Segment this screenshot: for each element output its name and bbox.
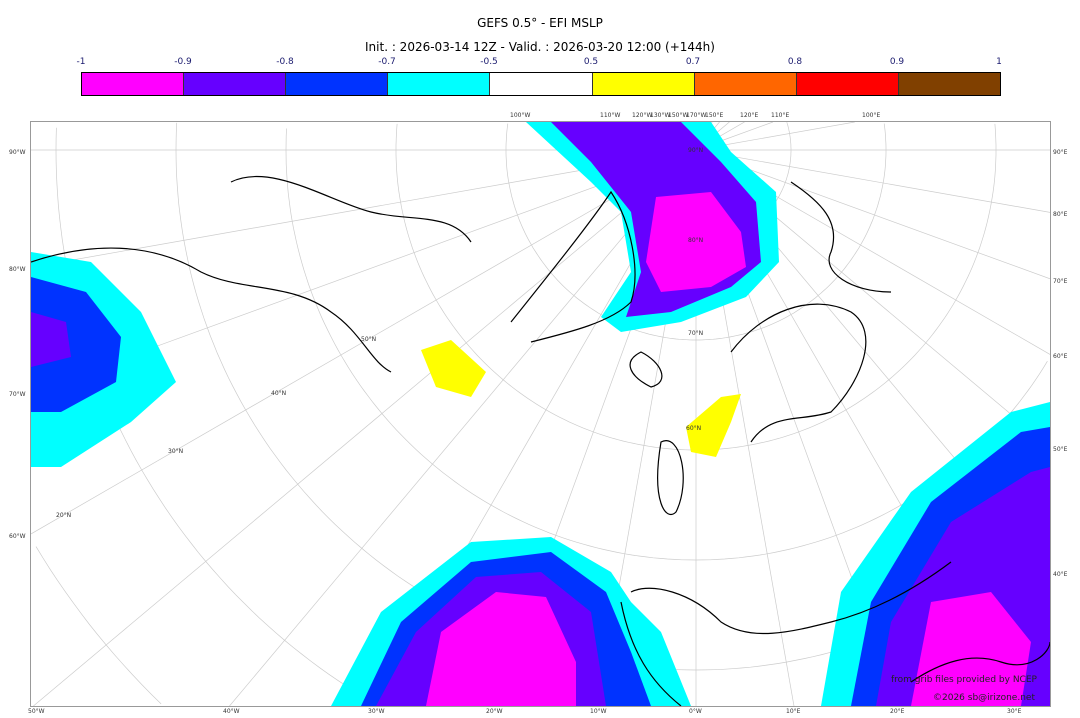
negative-anomaly-west-core	[31, 312, 71, 367]
bottom-axis-label: 50°W	[28, 708, 45, 715]
top-axis-label: 120°W	[632, 112, 653, 119]
negative-anomaly-west-inner	[31, 277, 121, 412]
meridian	[695, 149, 1050, 213]
bottom-axis-label: 20°W	[486, 708, 503, 715]
top-axis-label: 110°E	[771, 112, 790, 119]
top-axis-label: 110°W	[600, 112, 621, 119]
top-axis-label: 100°E	[862, 112, 881, 119]
bottom-axis-label: 30°W	[368, 708, 385, 715]
colorbar-segment	[796, 73, 899, 95]
right-axis-label: 90°E	[1053, 149, 1068, 156]
latitude-circle	[786, 122, 792, 150]
latitude-label: 80°N	[688, 237, 704, 244]
efi-shading	[31, 122, 1050, 706]
colorbar-tick: -0.8	[276, 57, 294, 67]
top-axis-label: 100°W	[510, 112, 531, 119]
latitude-label: 20°N	[56, 512, 72, 519]
colorbar-tick: 0.9	[889, 57, 905, 67]
map-area: 90°N 80°N 70°N 60°N 50°N 40°N 30°N 20°N from gr…	[30, 121, 1051, 707]
latitude-circle	[395, 123, 997, 451]
colorbar-segment	[694, 73, 797, 95]
bottom-axis-label: 10°E	[786, 708, 801, 715]
bottom-axis-label: 20°E	[890, 708, 905, 715]
negative-anomaly-east-core	[911, 592, 1031, 706]
map-subtitle: Init. : 2026-03-14 12Z - Valid. : 2026-0…	[365, 40, 715, 54]
top-axis-label: 120°E	[740, 112, 759, 119]
left-axis-label: 70°W	[9, 391, 26, 398]
negative-anomaly-atlantic-core	[426, 592, 576, 706]
latitude-label: 60°N	[686, 425, 702, 432]
right-axis-label: 50°E	[1053, 446, 1068, 453]
map-title: GEFS 0.5° - EFI MSLP	[477, 16, 603, 30]
colorbar-segment	[184, 73, 287, 95]
top-axis-label: 130°W	[650, 112, 671, 119]
colorbar-tick: -0.7	[378, 57, 396, 67]
positive-anomaly-atlantic	[421, 340, 486, 397]
positive-anomaly-norway	[686, 394, 741, 457]
latitude-circle	[505, 123, 887, 341]
bottom-axis-label: 40°W	[223, 708, 240, 715]
right-axis-label: 80°E	[1053, 211, 1068, 218]
colorbar-segment	[388, 73, 491, 95]
latitude-label: 50°N	[361, 336, 377, 343]
colorbar-tick: 0.8	[787, 57, 803, 67]
colorbar-tick: 1	[996, 57, 1002, 67]
bottom-axis-label: 0°W	[689, 708, 702, 715]
coastlines	[31, 176, 1050, 706]
latitude-label: 40°N	[271, 390, 287, 397]
credit-source: from grib files provided by NCEP	[891, 675, 1037, 685]
latitude-circle	[994, 123, 997, 150]
meridian	[31, 149, 697, 535]
left-axis-label: 80°W	[9, 266, 26, 273]
colorbar-segment	[490, 73, 593, 95]
latitude-label: 30°N	[168, 448, 184, 455]
colorbar	[81, 72, 1001, 96]
negative-anomaly-arctic-core	[646, 192, 746, 292]
right-axis-label: 40°E	[1053, 571, 1068, 578]
latitude-circle	[55, 127, 377, 705]
colorbar-segment	[286, 73, 389, 95]
top-axis-label: 170°W	[686, 112, 707, 119]
colorbar-tick: -1	[76, 57, 86, 67]
right-axis-label: 70°E	[1053, 278, 1068, 285]
latitude-circle	[883, 123, 887, 150]
latitude-label: 90°N	[688, 147, 704, 154]
right-axis-label: 60°E	[1053, 353, 1068, 360]
colorbar-segment	[82, 73, 185, 95]
colorbar-tick: -0.5	[480, 57, 498, 67]
top-axis-label: 150°W	[668, 112, 689, 119]
colorbar-tick: -0.9	[174, 57, 192, 67]
meridian	[695, 149, 1050, 280]
bottom-axis-label: 10°W	[590, 708, 607, 715]
latitude-circle	[35, 546, 162, 705]
colorbar-tick: 0.7	[685, 57, 701, 67]
meridian	[229, 149, 697, 706]
colorbar-segment	[592, 73, 695, 95]
meridian	[33, 149, 697, 706]
bottom-axis-label: 30°E	[1007, 708, 1022, 715]
left-axis-label: 60°W	[9, 533, 26, 540]
map-canvas	[31, 122, 1050, 706]
top-axis-label: 150°E	[705, 112, 724, 119]
credit-author: ©2026 sb@irizone.net	[933, 693, 1035, 703]
colorbar-tick: 0.5	[583, 57, 599, 67]
latitude-label: 70°N	[688, 330, 704, 337]
left-axis-label: 90°W	[9, 149, 26, 156]
colorbar-segment	[898, 73, 1000, 95]
